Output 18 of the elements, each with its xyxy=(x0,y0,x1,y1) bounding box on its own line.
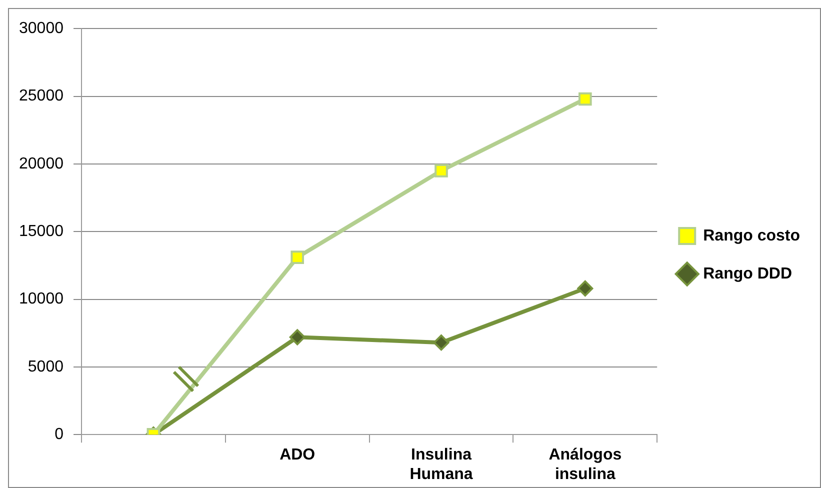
point xyxy=(289,329,306,346)
y-tick-label: 0 xyxy=(54,426,64,444)
legend-label: Rango DDD xyxy=(703,265,792,282)
legend-label: Rango costo xyxy=(703,227,800,244)
y-tick-label: 25000 xyxy=(18,88,64,105)
point xyxy=(433,334,450,351)
y-tick-label: 15000 xyxy=(18,223,64,240)
point xyxy=(434,164,448,178)
x-tick-label: Insulina Humana xyxy=(410,446,473,483)
y-tick-label: 20000 xyxy=(18,155,64,172)
point xyxy=(578,92,592,106)
y-tick-label: 30000 xyxy=(18,20,64,38)
y-tick-label: 5000 xyxy=(28,358,64,376)
point xyxy=(290,250,304,264)
x-tick-label: ADO xyxy=(280,446,316,464)
point xyxy=(577,280,594,296)
x-tick-label: Análogos insulina xyxy=(548,446,622,483)
y-tick-label: 10000 xyxy=(18,290,64,308)
